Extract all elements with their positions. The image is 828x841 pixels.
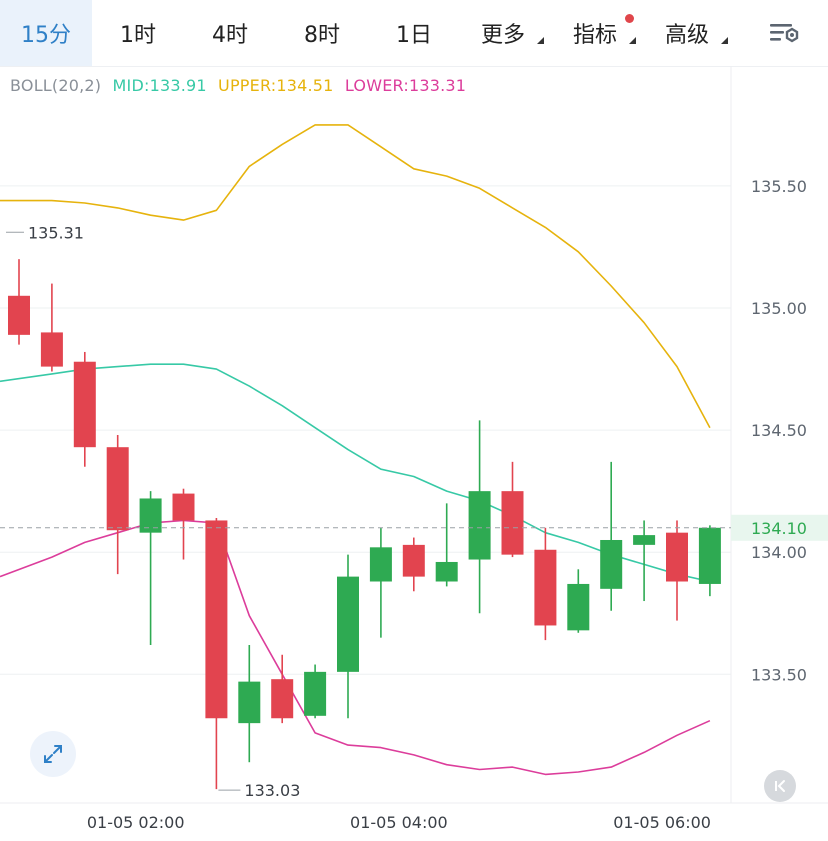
x-tick-label: 01-05 06:00 <box>613 813 711 832</box>
boll-label: BOLL(20,2) <box>10 76 102 95</box>
chart-settings-icon[interactable] <box>768 18 802 48</box>
boll-mid-line <box>0 363 711 583</box>
candle-body <box>271 679 294 719</box>
candle-body <box>567 583 590 631</box>
tab-more[interactable]: 更多 <box>460 0 552 66</box>
notification-dot-icon <box>625 14 634 23</box>
candle-body <box>238 681 261 724</box>
tab-label: 高级 <box>664 23 709 48</box>
candle <box>534 527 557 641</box>
candle-body <box>534 549 557 626</box>
candle <box>402 537 425 592</box>
timeframe-tab-bar: 15分 1时 4时 8时 1日 更多 指标 高级 <box>0 0 828 67</box>
boll-mid-value: MID:133.91 <box>112 76 207 95</box>
boll-upper-value: UPPER:134.51 <box>218 76 334 95</box>
y-tick-label: 135.50 <box>751 177 807 196</box>
high-price-label: 135.31 <box>28 223 84 242</box>
dropdown-triangle-icon <box>721 37 728 44</box>
y-tick-label: 135.00 <box>751 299 807 318</box>
candle <box>369 527 392 638</box>
candle-body <box>501 491 524 555</box>
candle <box>271 654 294 724</box>
tab-label: 指标 <box>572 23 617 48</box>
expand-arrows-icon <box>44 745 62 763</box>
candle-body <box>369 547 392 582</box>
candle <box>698 525 721 597</box>
boll-bands <box>0 124 711 776</box>
candle-body <box>337 576 359 672</box>
low-price-label: 133.03 <box>244 781 300 800</box>
candle-body <box>435 561 458 582</box>
y-tick-label: 133.50 <box>751 665 807 684</box>
candle <box>73 351 96 467</box>
tab-label: 4时 <box>212 23 248 48</box>
chart-grid <box>0 66 828 804</box>
tab-label: 8时 <box>304 23 340 48</box>
candle <box>468 420 491 614</box>
tab-label: 1时 <box>120 23 156 48</box>
y-tick-label: 134.00 <box>751 543 807 562</box>
tab-4h[interactable]: 4时 <box>184 0 276 66</box>
candle <box>600 461 623 611</box>
boll-lower-value: LOWER:133.31 <box>344 76 467 95</box>
candle-body <box>139 498 162 533</box>
candle-body <box>666 532 688 582</box>
candle <box>172 488 195 560</box>
candle-body <box>698 527 721 584</box>
price-axis: 135.50 135.00 134.50 134.00 133.50 <box>751 177 807 684</box>
candle-body <box>304 671 327 716</box>
tab-advanced[interactable]: 高级 <box>644 0 736 66</box>
candles <box>8 259 721 790</box>
candle-body <box>73 361 96 448</box>
boll-legend: BOLL(20,2) MID:133.91 UPPER:134.51 LOWER… <box>10 76 472 95</box>
tab-label: 更多 <box>480 23 525 48</box>
candle <box>337 554 359 719</box>
candle <box>139 491 162 645</box>
candle <box>40 283 63 372</box>
boll-lower-line <box>0 519 711 776</box>
candle-body <box>402 544 425 577</box>
scroll-to-latest-button[interactable] <box>764 770 796 802</box>
fullscreen-expand-button[interactable] <box>30 731 76 777</box>
candle <box>501 461 524 558</box>
candle-body <box>8 295 30 335</box>
candle-body <box>172 493 195 521</box>
candle <box>435 503 458 587</box>
tab-15min[interactable]: 15分 <box>0 0 92 66</box>
candle-body <box>633 535 656 545</box>
dropdown-triangle-icon <box>629 37 636 44</box>
tab-indicators[interactable]: 指标 <box>552 0 644 66</box>
candle-body <box>40 332 63 367</box>
time-axis: 01-05 02:00 01-05 04:00 01-05 06:00 <box>87 813 711 832</box>
candle-body <box>106 447 129 531</box>
skip-back-icon <box>775 780 785 792</box>
candle <box>567 569 590 633</box>
candle <box>633 520 656 602</box>
tab-1d[interactable]: 1日 <box>368 0 460 66</box>
tab-1h[interactable]: 1时 <box>92 0 184 66</box>
tab-8h[interactable]: 8时 <box>276 0 368 66</box>
last-price-label: 134.10 <box>751 519 807 538</box>
candle-body <box>205 520 228 719</box>
boll-upper-line <box>0 124 711 429</box>
tab-label: 15分 <box>21 23 71 48</box>
candle <box>666 520 688 621</box>
last-price-tag <box>731 514 828 541</box>
candle-body <box>600 539 623 589</box>
x-tick-label: 01-05 02:00 <box>87 813 185 832</box>
tab-label: 1日 <box>396 23 432 48</box>
candle-body <box>468 491 491 560</box>
chart-overlay: 134.10 135.31 133.03 <box>0 223 828 800</box>
dropdown-triangle-icon <box>537 37 544 44</box>
candle <box>8 259 30 345</box>
candle <box>106 434 129 575</box>
candle <box>304 664 327 719</box>
y-tick-label: 134.50 <box>751 421 807 440</box>
candle <box>238 644 261 763</box>
x-tick-label: 01-05 04:00 <box>350 813 448 832</box>
candle <box>205 518 228 790</box>
